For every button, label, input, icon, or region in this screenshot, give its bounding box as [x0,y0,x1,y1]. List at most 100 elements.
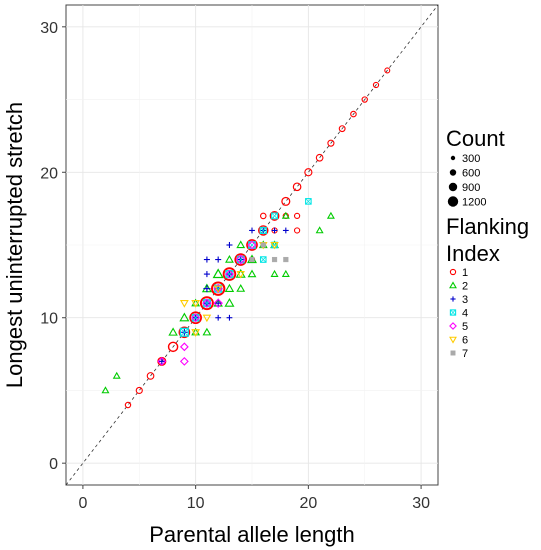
count-legend-label: 300 [462,153,480,165]
data-point-flanking-1 [124,401,132,409]
data-point-flanking-5 [213,298,223,308]
x-tick-label: 20 [299,495,317,512]
flanking-index-legend-label: 6 [462,335,468,347]
data-point-flanking-5 [225,269,234,279]
data-point-flanking-4 [305,198,312,205]
data-point-flanking-3 [215,314,222,321]
count-legend-title: Count [446,126,505,151]
flanking-index-legend-label: 2 [462,281,468,293]
flanking-index-legend-label: 5 [462,321,468,333]
data-point-flanking-1 [234,253,248,266]
data-point-flanking-2 [281,269,290,277]
data-point-flanking-1 [146,372,155,380]
identity-reference-line [65,4,439,486]
data-point-flanking-2 [224,283,235,293]
data-point-flanking-6 [191,300,201,308]
data-point-flanking-3 [215,300,222,307]
x-axis-title: Parental allele length [149,522,354,547]
flanking-index-legend-key-4 [449,309,457,316]
data-point-flanking-1 [281,196,291,206]
flanking-index-legend-label: 4 [462,308,468,320]
data-point-flanking-5 [179,342,189,352]
data-point-flanking-6 [270,241,279,250]
data-point-flanking-3 [203,271,210,278]
data-point-flanking-6 [236,271,246,279]
data-point-flanking-3 [215,256,222,263]
data-point-flanking-1 [259,212,267,220]
data-point-flanking-7 [271,256,278,263]
count-legend-label: 600 [462,168,480,180]
data-point-flanking-2 [236,284,246,292]
data-point-flanking-1 [384,67,391,74]
data-point-flanking-2 [281,211,290,219]
data-point-flanking-1 [222,267,237,281]
data-point-flanking-4 [259,226,267,235]
flanking-index-legend-key-5 [449,322,457,330]
data-point-flanking-1 [304,168,313,177]
data-point-flanking-5 [157,356,167,366]
x-tick-label: 0 [78,495,87,512]
y-tick-label: 0 [49,456,58,473]
data-point-flanking-7 [249,256,255,263]
data-point-flanking-1 [210,281,226,296]
data-point-flanking-5 [235,254,246,265]
flanking-index-legend-key-3 [450,296,456,302]
data-point-flanking-1 [269,210,280,221]
data-point-flanking-2 [112,371,121,379]
data-point-flanking-2 [224,297,235,307]
data-point-flanking-1 [292,182,302,192]
flanking-index-legend: Flanking Index 1 23 45 67 [446,214,529,360]
flanking-index-legend-key-1 [449,268,457,276]
x-tick-label: 30 [412,495,430,512]
data-point-flanking-3 [203,256,210,263]
y-axis-title: Longest uninterrupted stretch [2,102,27,388]
data-point-flanking-2 [326,211,335,219]
data-point-flanking-5 [179,356,189,366]
data-point-flanking-1 [350,110,357,118]
flanking-index-legend-label: 3 [462,294,468,306]
x-tick-label: 10 [187,495,205,512]
data-point-flanking-1 [167,341,179,353]
data-point-flanking-1 [258,225,269,236]
count-legend-key [449,169,457,176]
data-point-flanking-4 [179,327,189,337]
data-point-flanking-5 [247,240,257,250]
data-point-flanking-4 [271,212,278,220]
data-point-flanking-1 [189,311,202,325]
data-point-flanking-2 [212,268,224,279]
data-point-flanking-6 [213,285,223,294]
data-point-flanking-1 [361,96,368,103]
count-legend-label: 900 [462,182,480,194]
y-tick-label: 20 [40,165,58,182]
data-point-flanking-1 [327,139,335,147]
data-point-flanking-2 [315,226,324,234]
flanking-index-legend-title-line-1: Flanking [446,214,529,239]
data-point-flanking-2 [236,240,246,249]
data-point-flanking-7 [283,256,289,263]
data-point-flanking-5 [191,313,201,323]
y-axis-ticks: 0 10 20 30 [40,20,66,473]
data-point-flanking-3 [203,285,211,293]
flanking-index-legend-label: 7 [462,348,468,360]
data-point-flanking-1 [246,239,258,251]
data-point-flanking-6 [179,300,189,308]
data-point-flanking-5 [202,298,212,308]
data-point-flanking-4 [259,256,267,263]
count-legend-key [447,196,459,207]
data-point-flanking-3 [226,241,233,249]
data-points [101,67,391,409]
data-point-flanking-1 [372,81,380,89]
data-point-flanking-2 [101,386,110,394]
flanking-index-legend-title-line-2: Index [446,241,500,266]
data-point-flanking-2 [247,269,257,278]
count-legend-key [448,182,458,192]
data-point-flanking-1 [338,125,346,133]
data-point-flanking-1 [293,212,301,220]
data-point-flanking-7 [260,242,266,248]
data-point-flanking-3 [271,227,278,234]
count-legend: Count 300 600 900 1200 [446,126,505,209]
data-point-flanking-2 [202,327,212,336]
flanking-index-legend-key-7 [450,350,456,356]
data-point-flanking-1 [315,153,324,162]
